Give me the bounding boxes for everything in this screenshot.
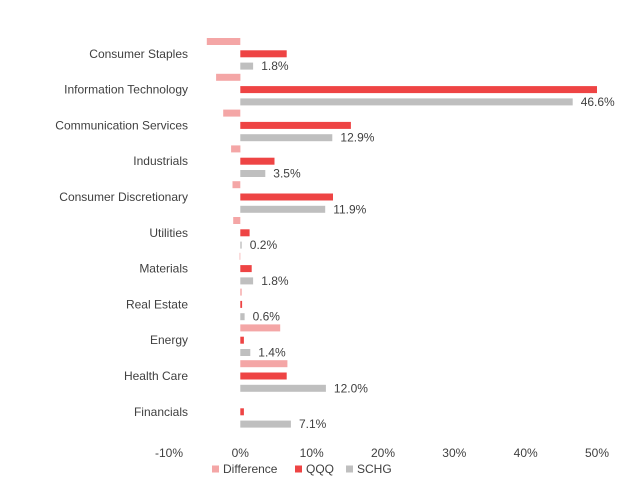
bar-qqq-energy	[240, 336, 244, 344]
category-label-materials: Materials	[139, 262, 188, 276]
bar-schg-financials	[240, 420, 291, 428]
data-label-utilities: 0.2%	[250, 238, 278, 252]
data-label-financials: 7.1%	[299, 417, 327, 431]
data-labels: 1.8% 46.6% 12.9% 3.5% 11.9% 0.2% 1.8% 0.6% 1.4% 1…	[250, 59, 615, 431]
bar-difference-industrials	[231, 145, 241, 153]
bar-difference-utilities	[233, 217, 241, 224]
category-label-consumer-staples: Consumer Staples	[89, 47, 188, 61]
bar-qqq-industrials	[240, 157, 275, 165]
bar-qqq-utilities	[240, 229, 250, 237]
x-tick-label: 50%	[585, 446, 609, 460]
category-label-financials: Financials	[134, 405, 188, 419]
bar-schg-industrials	[240, 170, 266, 177]
x-tick-label: 10%	[300, 446, 324, 460]
category-label-industrials: Industrials	[133, 154, 188, 168]
legend-label-difference: Difference	[223, 462, 278, 476]
bar-qqq-consumer-discretionary	[240, 193, 333, 201]
bar-difference-information-technology	[216, 73, 241, 81]
legend-swatch-qqq	[295, 465, 302, 473]
data-label-health-care: 12.0%	[334, 381, 368, 395]
category-label-energy: Energy	[150, 333, 188, 347]
x-tick-label: 30%	[442, 446, 466, 460]
bar-difference-materials	[239, 252, 241, 260]
data-label-communication-services: 12.9%	[340, 131, 374, 145]
category-label-consumer-discretionary: Consumer Discretionary	[59, 190, 188, 204]
bar-qqq-information-technology	[240, 86, 598, 94]
bar-schg-energy	[240, 349, 251, 356]
data-label-consumer-staples: 1.8%	[261, 59, 289, 73]
bar-schg-consumer-staples	[240, 62, 254, 70]
category-label-communication-services: Communication Services	[55, 118, 188, 132]
legend-label-qqq: QQQ	[306, 462, 334, 476]
x-tick-label: 40%	[514, 446, 538, 460]
data-label-consumer-discretionary: 11.9%	[333, 202, 366, 216]
legend: Difference QQQ SCHG	[212, 462, 392, 476]
bar-schg-materials	[240, 277, 254, 285]
bar-qqq-consumer-staples	[240, 50, 287, 58]
bar-difference-consumer-discretionary	[232, 181, 241, 189]
bar-group	[206, 38, 598, 428]
category-labels: Consumer Staples Information Technology Co…	[55, 47, 188, 419]
bar-difference-real-estate	[240, 288, 242, 296]
bar-qqq-financials	[240, 408, 244, 416]
x-tick-label: 0%	[232, 446, 250, 460]
bar-schg-health-care	[240, 384, 326, 392]
data-label-information-technology: 46.6%	[581, 95, 615, 109]
category-label-utilities: Utilities	[149, 226, 188, 240]
bar-difference-health-care	[240, 360, 288, 368]
bar-schg-utilities	[240, 241, 242, 249]
category-label-real-estate: Real Estate	[126, 297, 188, 311]
bar-qqq-materials	[240, 265, 252, 273]
bar-qqq-health-care	[240, 372, 287, 380]
data-label-energy: 1.4%	[258, 346, 286, 360]
bar-qqq-real-estate	[240, 300, 243, 308]
data-label-real-estate: 0.6%	[253, 310, 281, 324]
bar-difference-energy	[240, 324, 281, 332]
legend-label-schg: SCHG	[357, 462, 392, 476]
bar-difference-communication-services	[223, 109, 241, 117]
x-tick-label: -10%	[155, 446, 183, 460]
data-label-materials: 1.8%	[261, 274, 289, 288]
bar-schg-information-technology	[240, 98, 573, 106]
bar-schg-real-estate	[240, 313, 245, 321]
x-tick-label: 20%	[371, 446, 395, 460]
bar-schg-consumer-discretionary	[240, 205, 326, 213]
legend-swatch-difference	[212, 465, 219, 473]
bar-difference-consumer-staples	[206, 38, 241, 45]
x-axis-ticks: -10% 0% 10% 20% 30% 40% 50%	[155, 446, 609, 460]
bar-qqq-communication-services	[240, 121, 351, 129]
category-label-information-technology: Information Technology	[64, 83, 188, 97]
legend-swatch-schg	[346, 465, 353, 473]
data-label-industrials: 3.5%	[273, 167, 301, 181]
category-label-health-care: Health Care	[124, 369, 188, 383]
bar-schg-communication-services	[240, 134, 333, 142]
